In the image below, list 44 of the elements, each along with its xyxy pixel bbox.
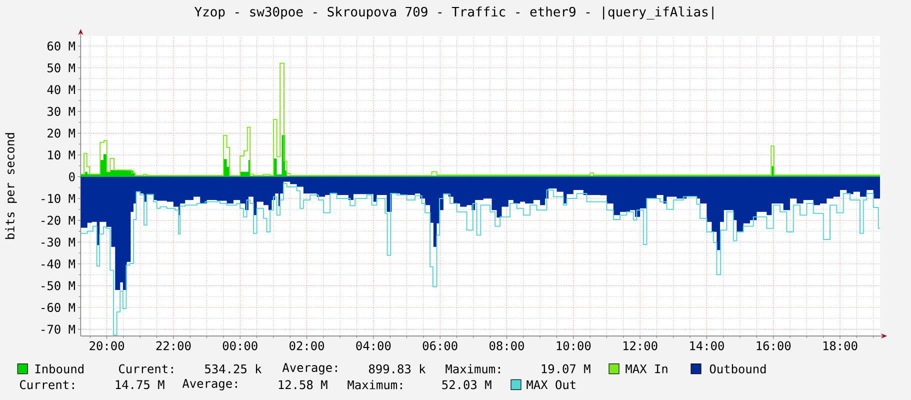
text: Maximum: [348,380,402,390]
x-tick-label: 00:00 [222,341,258,350]
text: Current: [20,380,74,390]
x-tick-label: 12:00 [623,341,658,350]
y-tick-label: -60 M [42,302,75,312]
text: 899.83 k [368,364,426,374]
x-tick-label: 16:00 [756,341,791,350]
y-tick-label: -40 M [42,259,75,268]
x-tick-label: 14:00 [690,341,724,350]
text: Average: [282,363,337,374]
legend-label: MAX In [626,364,668,374]
y-tick-label: -30 M [42,238,75,247]
y-tick-label: 0 [69,172,75,182]
x-tick-label: 18:00 [823,341,858,350]
text: 534.25 k [205,364,262,374]
chart-title: Yzop - sw30poe - Skroupova 709 - Traffic - ether9 - |query_ifAlias| [194,6,714,20]
x-tick-label: 02:00 [290,341,324,350]
y-tick-label: 60 M [47,42,75,51]
text: 52.03 M [442,380,492,390]
y-axis-title: bits per second [5,133,17,239]
x-tick-label: 04:00 [356,341,391,350]
text: Current: [119,364,173,374]
x-tick-label: 08:00 [490,341,524,350]
legend-label: Outbound [710,364,766,374]
x-tick-label: 06:00 [422,341,458,350]
x-tick-label: 22:00 [156,341,191,350]
y-tick-label: -10 M [42,194,75,204]
text: 14.75 M [116,380,164,390]
y-tick-label: -50 M [42,281,75,290]
y-tick-label: 50 M [48,63,75,72]
text: Average: [182,379,237,390]
y-tick-label: 10 M [48,150,75,160]
y-tick-label: 30 M [48,106,75,116]
legend-label: Inbound [35,364,84,374]
y-tick-label: -20 M [42,216,75,225]
x-tick-label: 20:00 [90,341,124,350]
y-tick-label: -70 M [42,324,75,334]
y-tick-label: 20 M [48,128,75,138]
text: 19.07 M [542,364,590,374]
legend-label: MAX Out [526,380,576,390]
text: Maximum: [446,364,500,374]
text: 12.58 M [278,380,328,390]
x-tick-label: 10:00 [556,341,591,350]
y-tick-label: 40 M [47,85,75,94]
